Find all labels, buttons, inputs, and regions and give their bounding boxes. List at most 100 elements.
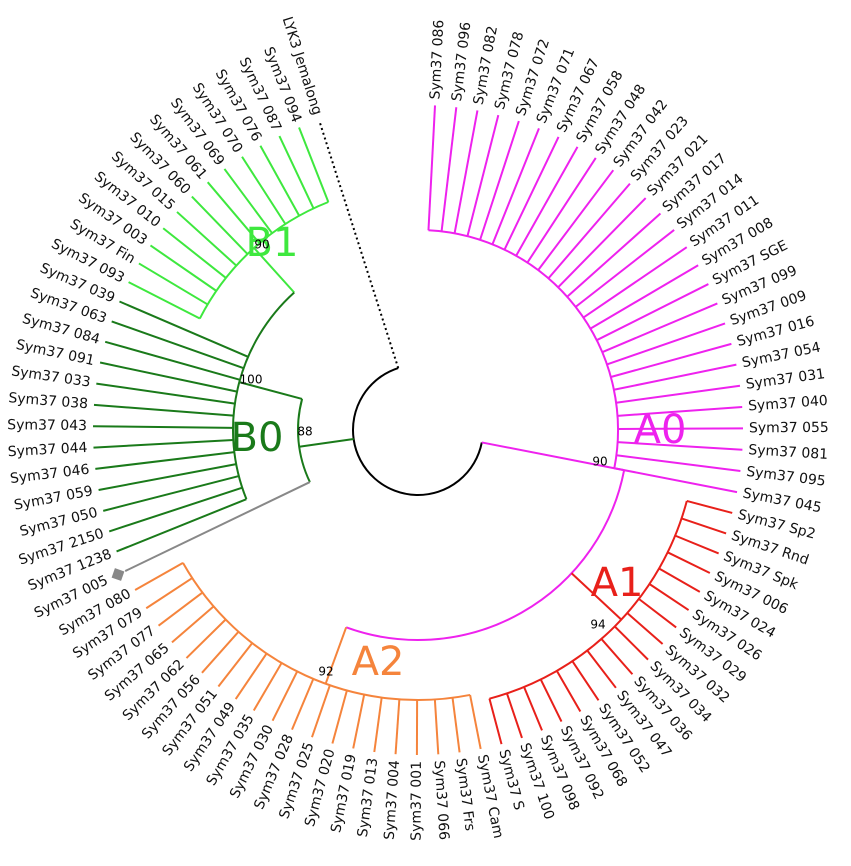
leaf-label: Sym37 040 bbox=[748, 393, 829, 415]
gray-branch bbox=[124, 481, 311, 572]
leaf-label: Sym37 013 bbox=[355, 757, 382, 838]
leaf-branch bbox=[271, 671, 299, 722]
leaf-branch bbox=[616, 454, 741, 473]
leaf-branch bbox=[617, 405, 743, 417]
leaf-branch bbox=[111, 320, 244, 370]
leaf-branch bbox=[600, 638, 634, 675]
clade-label: A1 bbox=[591, 560, 644, 606]
leaf-branch bbox=[157, 591, 204, 627]
leaf-label: Sym37 038 bbox=[8, 390, 89, 412]
leaf-branch bbox=[617, 427, 744, 430]
leaf-branch bbox=[615, 384, 741, 404]
branch bbox=[253, 247, 295, 294]
leaf-branch bbox=[466, 114, 500, 237]
leaf-branch bbox=[373, 697, 383, 753]
leaf-branch bbox=[149, 244, 217, 292]
support-value: 92 bbox=[318, 665, 333, 679]
leaf-branch bbox=[96, 382, 236, 405]
leaf-branch bbox=[259, 145, 301, 217]
branch bbox=[570, 572, 622, 621]
leaf-branch bbox=[433, 699, 440, 755]
leaf-branch bbox=[575, 229, 675, 308]
leaf-branch bbox=[614, 467, 738, 494]
leaf-branch bbox=[440, 107, 458, 232]
leaf-branch bbox=[278, 135, 315, 209]
leaf-branch bbox=[234, 652, 268, 700]
leaf-branch bbox=[503, 136, 560, 251]
leaf-branch bbox=[626, 612, 664, 645]
leaf-branch bbox=[479, 120, 520, 241]
leaf-branch bbox=[589, 264, 699, 330]
branch-arc bbox=[182, 562, 471, 701]
leaf-branch bbox=[658, 567, 701, 593]
leaf-branch bbox=[98, 463, 237, 491]
leaf-branch bbox=[557, 197, 647, 288]
leaf-branch bbox=[291, 678, 315, 730]
leaf-branch bbox=[108, 486, 243, 533]
leaf-branch bbox=[99, 361, 238, 393]
leaf-branch bbox=[453, 110, 479, 234]
leaf-branch bbox=[116, 498, 247, 553]
leaf-label: Sym37 Frs bbox=[452, 757, 477, 832]
root-branch bbox=[318, 120, 400, 369]
root-arc bbox=[352, 367, 483, 496]
leaf-label: Sym37 031 bbox=[745, 366, 826, 393]
leaf-branch bbox=[128, 281, 201, 320]
leaf-branch bbox=[491, 127, 540, 245]
leaf-branch bbox=[614, 625, 649, 661]
leaf-branch bbox=[104, 340, 241, 381]
leaf-branch bbox=[610, 342, 732, 378]
leaf-branch bbox=[145, 577, 193, 610]
support-value: 90 bbox=[254, 238, 269, 252]
leaf-branch bbox=[138, 262, 209, 306]
leaf-label: Sym37 043 bbox=[7, 417, 87, 434]
leaf-branch bbox=[185, 618, 227, 659]
clade-label: A0 bbox=[634, 407, 687, 453]
leaf-branch bbox=[176, 211, 238, 267]
leaf-branch bbox=[667, 551, 711, 574]
leaf-branch bbox=[582, 246, 688, 319]
leaf-branch bbox=[134, 562, 184, 591]
leaf-branch bbox=[566, 212, 662, 298]
branch bbox=[481, 441, 615, 470]
leaf-branch bbox=[93, 439, 234, 449]
leaf-branch bbox=[223, 168, 273, 234]
leaf-branch bbox=[515, 146, 579, 257]
branch-arc bbox=[489, 500, 688, 700]
clade-label: A2 bbox=[352, 639, 405, 685]
leaf-branch bbox=[547, 182, 631, 280]
leaf-branch bbox=[613, 363, 737, 391]
leaf-branch bbox=[206, 181, 261, 244]
leaf-branch bbox=[686, 500, 733, 514]
leaf-label: Sym37 033 bbox=[10, 363, 91, 390]
leaf-branch bbox=[648, 583, 690, 611]
branch-arc bbox=[345, 469, 626, 641]
leaf-branch bbox=[119, 300, 249, 358]
leaf-branch bbox=[93, 403, 234, 417]
leaf-branch bbox=[95, 451, 235, 470]
leaf-branch bbox=[505, 693, 523, 739]
leaf-branch bbox=[451, 697, 461, 753]
branch bbox=[239, 381, 303, 400]
leaf-label: Sym37 066 bbox=[431, 760, 452, 841]
leaf-branch bbox=[394, 699, 401, 755]
leaf-branch bbox=[469, 694, 482, 750]
leaf-branch bbox=[217, 642, 253, 688]
leaf-branch bbox=[352, 694, 366, 749]
leaf-branch bbox=[571, 660, 600, 701]
leaf-branch bbox=[674, 534, 720, 555]
leaf-branch bbox=[201, 631, 240, 674]
leaf-branch bbox=[488, 698, 503, 745]
leaf-branch bbox=[601, 302, 718, 354]
leaf-branch bbox=[523, 686, 543, 731]
leaf-label: Sym37 086 bbox=[427, 19, 447, 100]
leaf-branch bbox=[298, 127, 330, 203]
support-value: 88 bbox=[297, 425, 312, 439]
support-value: 90 bbox=[592, 455, 607, 469]
leaf-branch bbox=[681, 517, 727, 535]
leaf-branch bbox=[638, 598, 677, 629]
leaf-label: Sym37 096 bbox=[449, 21, 474, 102]
leaf-branch bbox=[102, 475, 240, 512]
leaf-branch bbox=[537, 169, 615, 271]
